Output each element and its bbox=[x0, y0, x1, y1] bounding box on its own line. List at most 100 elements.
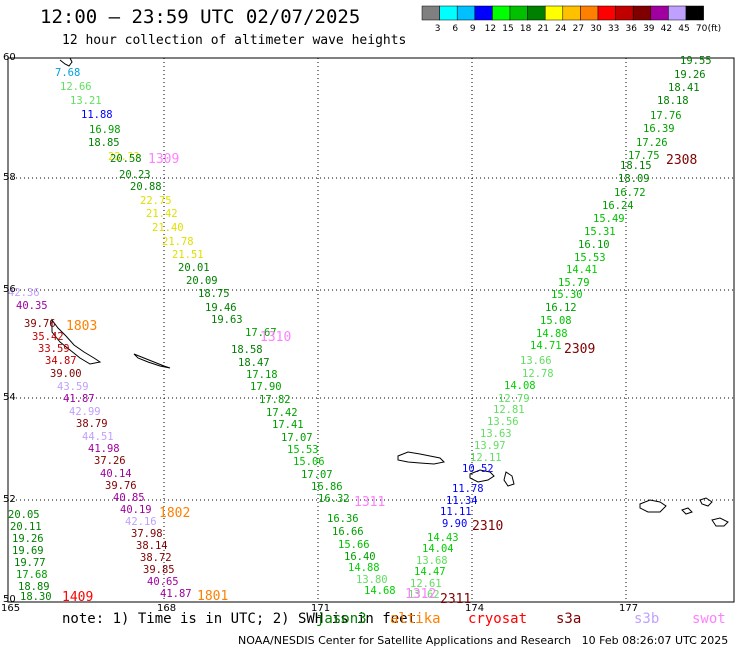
map-title: 12:00 – 23:59 UTC 02/07/2025 bbox=[40, 6, 361, 28]
wave-height-label: 17.18 bbox=[246, 369, 278, 381]
wave-height-label: 13.68 bbox=[416, 555, 448, 567]
colorbar-value: 33 bbox=[608, 24, 619, 34]
wave-height-label: 42.36 bbox=[8, 287, 40, 299]
wave-height-label: 18.18 bbox=[657, 95, 689, 107]
colorbar-value: 3 bbox=[435, 24, 441, 34]
wave-height-label: 11.11 bbox=[440, 506, 472, 518]
pass-label: 1801 bbox=[197, 589, 228, 604]
wave-height-label: 33.59 bbox=[38, 343, 70, 355]
colorbar-swatch bbox=[439, 5, 458, 21]
wave-height-label: 15.30 bbox=[551, 289, 583, 301]
colorbar-value: 9 bbox=[470, 24, 476, 34]
wave-height-label: 14.68 bbox=[364, 585, 396, 597]
lon-tick-label: 177 bbox=[619, 603, 638, 614]
wave-height-label: 39.76 bbox=[24, 318, 56, 330]
map-frame bbox=[7, 57, 735, 603]
wave-height-label: 18.15 bbox=[620, 160, 652, 172]
wave-height-label: 20.23 bbox=[119, 169, 151, 181]
wave-height-label: 18.41 bbox=[668, 82, 700, 94]
wave-height-label: 43.59 bbox=[57, 381, 89, 393]
wave-height-label: 21.42 bbox=[146, 208, 178, 220]
wave-height-label: 18.09 bbox=[618, 173, 650, 185]
colorbar-value: 6 bbox=[452, 24, 458, 34]
wave-height-label: 16.12 bbox=[545, 302, 577, 314]
wave-height-label: 42.16 bbox=[125, 516, 157, 528]
lat-lon-grid bbox=[8, 58, 734, 602]
wave-height-label: 19.26 bbox=[12, 533, 44, 545]
colorbar-swatch bbox=[685, 5, 704, 21]
wave-height-label: 35.42 bbox=[32, 331, 64, 343]
wave-height-label: 20.58 bbox=[110, 153, 142, 165]
wave-height-label: 17.42 bbox=[266, 407, 298, 419]
pass-label: 2309 bbox=[564, 342, 595, 357]
wave-height-label: 16.40 bbox=[344, 551, 376, 563]
wave-height-label: 11.78 bbox=[452, 483, 484, 495]
wave-height-label: 14.88 bbox=[348, 562, 380, 574]
wave-height-label: 13.66 bbox=[520, 355, 552, 367]
wave-height-label: 16.66 bbox=[332, 526, 364, 538]
colorbar-value: 30 bbox=[590, 24, 602, 34]
wave-height-label: 16.39 bbox=[643, 123, 675, 135]
pass-label: 1803 bbox=[66, 319, 97, 334]
wave-height-label: 14.41 bbox=[566, 264, 598, 276]
wave-height-label: 17.82 bbox=[259, 394, 291, 406]
lat-tick-label: 56 bbox=[3, 284, 16, 295]
legend-satellite-swot: swot bbox=[692, 611, 726, 627]
coastline-group bbox=[51, 57, 729, 527]
wave-height-label: 20.05 bbox=[8, 509, 40, 521]
coastline-island-8 bbox=[711, 517, 729, 527]
wave-height-label: 12.81 bbox=[493, 404, 525, 416]
wave-height-label: 13.80 bbox=[356, 574, 388, 586]
wave-height-label: 15.49 bbox=[593, 213, 625, 225]
colorbar-swatch bbox=[544, 5, 564, 21]
wave-height-label: 13.21 bbox=[70, 95, 102, 107]
colorbar-value: 21 bbox=[537, 24, 548, 34]
wave-height-label: 13.56 bbox=[487, 416, 519, 428]
legend-satellite-jason3: jason3 bbox=[316, 611, 367, 627]
legend-satellite-s3a: s3a bbox=[556, 611, 582, 627]
lat-tick-label: 50 bbox=[3, 594, 16, 605]
wave-height-label: 40.35 bbox=[16, 300, 48, 312]
wave-height-label: 14.47 bbox=[414, 566, 446, 578]
wave-height-label: 38.14 bbox=[136, 540, 168, 552]
wave-height-label: 12.78 bbox=[522, 368, 554, 380]
wave-height-label: 17.90 bbox=[250, 381, 282, 393]
wave-height-label: 22.75 bbox=[140, 195, 172, 207]
wave-height-label: 12.79 bbox=[498, 393, 530, 405]
wave-height-label: 42.99 bbox=[69, 406, 101, 418]
wave-height-label: 17.07 bbox=[281, 432, 313, 444]
wave-height-label: 19.69 bbox=[12, 545, 44, 557]
legend-satellite-cryosat: cryosat bbox=[468, 611, 528, 627]
colorbar-swatch bbox=[632, 5, 652, 21]
pass-label: 1310 bbox=[260, 330, 291, 345]
lat-tick-label: 54 bbox=[3, 392, 16, 403]
wave-height-label: 44.51 bbox=[82, 431, 114, 443]
wave-height-label: 13.62 bbox=[408, 589, 440, 601]
map-subtitle: 12 hour collection of altimeter wave hei… bbox=[62, 33, 407, 48]
colorbar-swatch bbox=[580, 5, 599, 21]
pass-labels: 1309 2308 1803 1310 2309 1311 1802 2310 1409 1801… bbox=[62, 152, 697, 607]
legend-note: note: 1) Time is in UTC; 2) SWH is in fe… bbox=[62, 611, 417, 627]
footer-credit: NOAA/NESDIS Center for Satellite Applica… bbox=[238, 634, 572, 647]
wave-height-label: 16.32 bbox=[318, 493, 350, 505]
wave-height-label: 19.77 bbox=[14, 557, 46, 569]
colorbar-value: 45 bbox=[678, 24, 689, 34]
wave-height-label: 11.34 bbox=[446, 495, 478, 507]
wave-height-label: 40.85 bbox=[113, 492, 145, 504]
colorbar-swatch bbox=[650, 5, 669, 21]
wave-height-label: 16.10 bbox=[578, 239, 610, 251]
lat-tick-label: 58 bbox=[3, 172, 16, 183]
wave-height-label: 16.36 bbox=[327, 513, 359, 525]
wave-height-label: 18.85 bbox=[88, 137, 120, 149]
footer-timestamp: 10 Feb 08:26:07 UTC 2025 bbox=[581, 634, 729, 647]
colorbar-value: 42 bbox=[661, 24, 672, 34]
wave-height-label: 41.87 bbox=[160, 588, 192, 600]
colorbar-swatch bbox=[597, 5, 616, 21]
pass-label: 1309 bbox=[148, 152, 179, 167]
colorbar: 3 6 9 12 15 18 21 24 27 30 33 36 39 42 45 70 (ft) bbox=[421, 5, 721, 34]
colorbar-value: 39 bbox=[643, 24, 655, 34]
wave-height-label: 14.88 bbox=[536, 328, 568, 340]
